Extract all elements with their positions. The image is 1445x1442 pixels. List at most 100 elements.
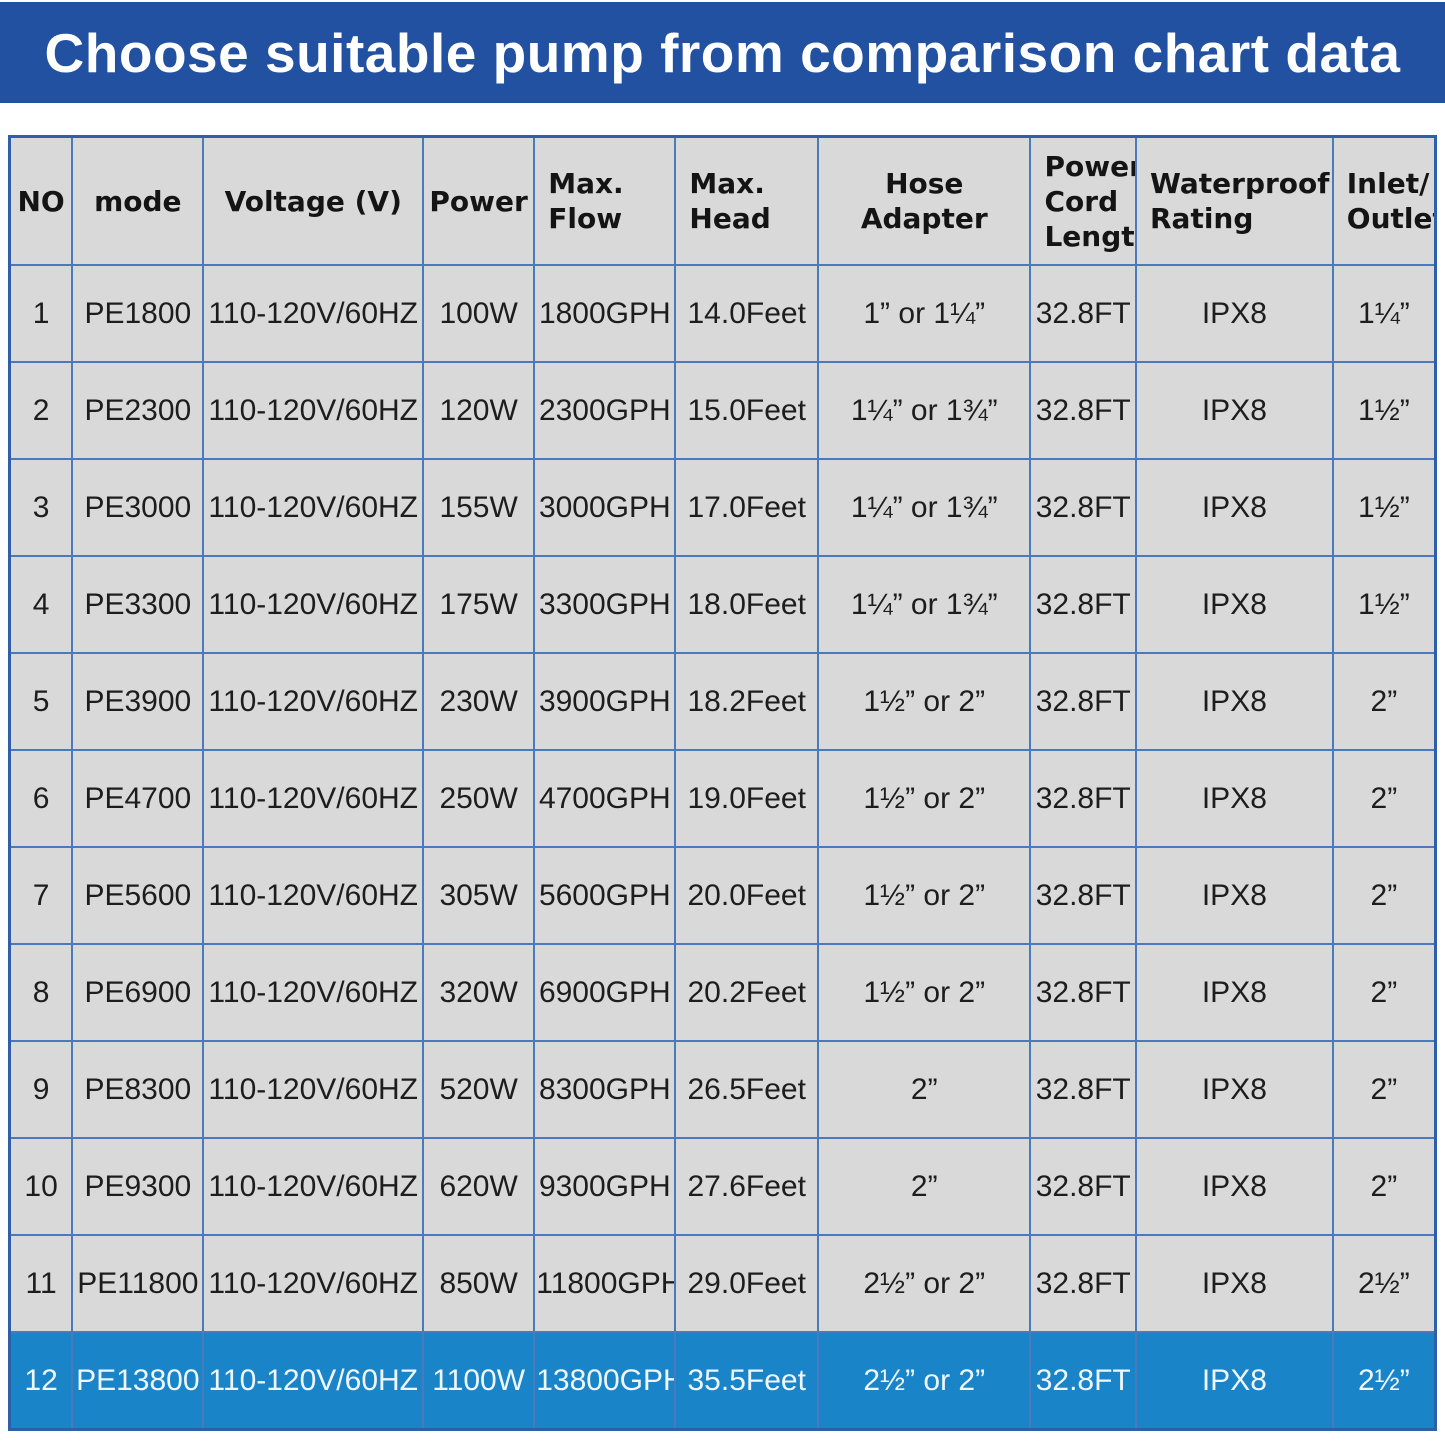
column-header-inlet-outlet: Inlet/ Outlet xyxy=(1331,135,1437,266)
cell-max-flow-row9: 8300GPH xyxy=(533,1040,677,1139)
title-banner: Choose suitable pump from comparison cha… xyxy=(0,2,1445,103)
cell-hose-adapter-row10: 2” xyxy=(816,1137,1032,1236)
cell-mode-row11: PE11800 xyxy=(71,1234,205,1333)
cell-waterproof-rating-row3: IPX8 xyxy=(1134,458,1334,557)
cell-power-row6: 250W xyxy=(422,749,536,848)
cell-inlet-outlet-row9: 2” xyxy=(1331,1040,1437,1139)
cell-waterproof-rating-row10: IPX8 xyxy=(1134,1137,1334,1236)
cell-power-row12: 1100W xyxy=(422,1331,536,1431)
cell-power-row1: 100W xyxy=(422,264,536,363)
cell-inlet-outlet-row1: 1¼” xyxy=(1331,264,1437,363)
table-row-2: 2 PE2300 110-120V/60HZ 120W 2300GPH 15.0Feet 1… xyxy=(8,361,1437,460)
cell-voltage-row11: 110-120V/60HZ xyxy=(202,1234,425,1333)
cell-voltage-row1: 110-120V/60HZ xyxy=(202,264,425,363)
table-row-3: 3 PE3000 110-120V/60HZ 155W 3000GPH 17.0Feet 1… xyxy=(8,458,1437,557)
cell-no-row5: 5 xyxy=(8,652,74,751)
cell-power-cord-length-row5: 32.8FT xyxy=(1029,652,1137,751)
table-row-11: 11 PE11800 110-120V/60HZ 850W 11800GPH 29.0Fe… xyxy=(8,1234,1437,1333)
cell-hose-adapter-row4: 1¼” or 1¾” xyxy=(816,555,1032,654)
cell-power-row9: 520W xyxy=(422,1040,536,1139)
table-row-9: 9 PE8300 110-120V/60HZ 520W 8300GPH 26.5Feet 2… xyxy=(8,1040,1437,1139)
cell-max-head-row3: 17.0Feet xyxy=(674,458,819,557)
column-header-waterproof-rating: Waterproof Rating xyxy=(1134,135,1334,266)
cell-voltage-row5: 110-120V/60HZ xyxy=(202,652,425,751)
cell-power-cord-length-row11: 32.8FT xyxy=(1029,1234,1137,1333)
cell-mode-row7: PE5600 xyxy=(71,846,205,945)
cell-mode-row9: PE8300 xyxy=(71,1040,205,1139)
table-row-5: 5 PE3900 110-120V/60HZ 230W 3900GPH 18.2Feet 1… xyxy=(8,652,1437,751)
cell-inlet-outlet-row7: 2” xyxy=(1331,846,1437,945)
cell-inlet-outlet-row10: 2” xyxy=(1331,1137,1437,1236)
cell-hose-adapter-row5: 1½” or 2” xyxy=(816,652,1032,751)
column-header-max-head: Max. Head xyxy=(674,135,819,266)
cell-max-head-row9: 26.5Feet xyxy=(674,1040,819,1139)
pump-comparison-table: NO mode Voltage (V) Power Max. Flow Max. Head… xyxy=(8,135,1437,1431)
cell-hose-adapter-row9: 2” xyxy=(816,1040,1032,1139)
cell-waterproof-rating-row8: IPX8 xyxy=(1134,943,1334,1042)
cell-max-head-row1: 14.0Feet xyxy=(674,264,819,363)
cell-max-flow-row4: 3300GPH xyxy=(533,555,677,654)
cell-power-cord-length-row8: 32.8FT xyxy=(1029,943,1137,1042)
cell-power-row7: 305W xyxy=(422,846,536,945)
cell-waterproof-rating-row5: IPX8 xyxy=(1134,652,1334,751)
cell-voltage-row2: 110-120V/60HZ xyxy=(202,361,425,460)
cell-max-flow-row1: 1800GPH xyxy=(533,264,677,363)
cell-power-cord-length-row10: 32.8FT xyxy=(1029,1137,1137,1236)
column-header-hose-adapter: Hose Adapter xyxy=(816,135,1032,266)
cell-max-flow-row8: 6900GPH xyxy=(533,943,677,1042)
cell-max-head-row12: 35.5Feet xyxy=(674,1331,819,1431)
cell-power-cord-length-row3: 32.8FT xyxy=(1029,458,1137,557)
cell-max-flow-row11: 11800GPH xyxy=(533,1234,677,1333)
cell-no-row11: 11 xyxy=(8,1234,74,1333)
table-row-10: 10 PE9300 110-120V/60HZ 620W 9300GPH 27.6Feet… xyxy=(8,1137,1437,1236)
cell-hose-adapter-row2: 1¼” or 1¾” xyxy=(816,361,1032,460)
cell-max-flow-row3: 3000GPH xyxy=(533,458,677,557)
table-row-8: 8 PE6900 110-120V/60HZ 320W 6900GPH 20.2Feet 1… xyxy=(8,943,1437,1042)
cell-hose-adapter-row11: 2½” or 2” xyxy=(816,1234,1032,1333)
cell-waterproof-rating-row1: IPX8 xyxy=(1134,264,1334,363)
cell-inlet-outlet-row6: 2” xyxy=(1331,749,1437,848)
cell-inlet-outlet-row11: 2½” xyxy=(1331,1234,1437,1333)
cell-waterproof-rating-row9: IPX8 xyxy=(1134,1040,1334,1139)
cell-max-flow-row10: 9300GPH xyxy=(533,1137,677,1236)
cell-voltage-row7: 110-120V/60HZ xyxy=(202,846,425,945)
cell-no-row3: 3 xyxy=(8,458,74,557)
cell-no-row9: 9 xyxy=(8,1040,74,1139)
table-body: 1 PE1800 110-120V/60HZ 100W 1800GPH 14.0Feet 1… xyxy=(8,264,1437,1431)
cell-voltage-row8: 110-120V/60HZ xyxy=(202,943,425,1042)
column-header-max-flow: Max. Flow xyxy=(533,135,677,266)
cell-no-row4: 4 xyxy=(8,555,74,654)
cell-mode-row10: PE9300 xyxy=(71,1137,205,1236)
cell-no-row10: 10 xyxy=(8,1137,74,1236)
cell-power-cord-length-row12: 32.8FT xyxy=(1029,1331,1137,1431)
cell-voltage-row6: 110-120V/60HZ xyxy=(202,749,425,848)
table-row-12: 12 PE13800 110-120V/60HZ 1100W 13800GPH 35.5F… xyxy=(8,1331,1437,1431)
cell-power-row8: 320W xyxy=(422,943,536,1042)
cell-max-head-row6: 19.0Feet xyxy=(674,749,819,848)
table-header: NO mode Voltage (V) Power Max. Flow Max. Head… xyxy=(8,135,1437,266)
cell-no-row2: 2 xyxy=(8,361,74,460)
cell-power-row2: 120W xyxy=(422,361,536,460)
cell-voltage-row4: 110-120V/60HZ xyxy=(202,555,425,654)
cell-power-cord-length-row6: 32.8FT xyxy=(1029,749,1137,848)
cell-voltage-row9: 110-120V/60HZ xyxy=(202,1040,425,1139)
cell-inlet-outlet-row3: 1½” xyxy=(1331,458,1437,557)
cell-inlet-outlet-row5: 2” xyxy=(1331,652,1437,751)
table-row-4: 4 PE3300 110-120V/60HZ 175W 3300GPH 18.0Feet 1… xyxy=(8,555,1437,654)
cell-mode-row4: PE3300 xyxy=(71,555,205,654)
cell-hose-adapter-row12: 2½” or 2” xyxy=(816,1331,1032,1431)
cell-hose-adapter-row1: 1” or 1¼” xyxy=(816,264,1032,363)
cell-waterproof-rating-row11: IPX8 xyxy=(1134,1234,1334,1333)
cell-mode-row12: PE13800 xyxy=(71,1331,205,1431)
cell-max-flow-row7: 5600GPH xyxy=(533,846,677,945)
cell-inlet-outlet-row8: 2” xyxy=(1331,943,1437,1042)
table-row-7: 7 PE5600 110-120V/60HZ 305W 5600GPH 20.0Feet 1… xyxy=(8,846,1437,945)
cell-waterproof-rating-row2: IPX8 xyxy=(1134,361,1334,460)
cell-max-head-row7: 20.0Feet xyxy=(674,846,819,945)
cell-max-flow-row5: 3900GPH xyxy=(533,652,677,751)
cell-max-head-row10: 27.6Feet xyxy=(674,1137,819,1236)
cell-power-cord-length-row9: 32.8FT xyxy=(1029,1040,1137,1139)
cell-power-row5: 230W xyxy=(422,652,536,751)
page-title: Choose suitable pump from comparison cha… xyxy=(44,21,1401,84)
